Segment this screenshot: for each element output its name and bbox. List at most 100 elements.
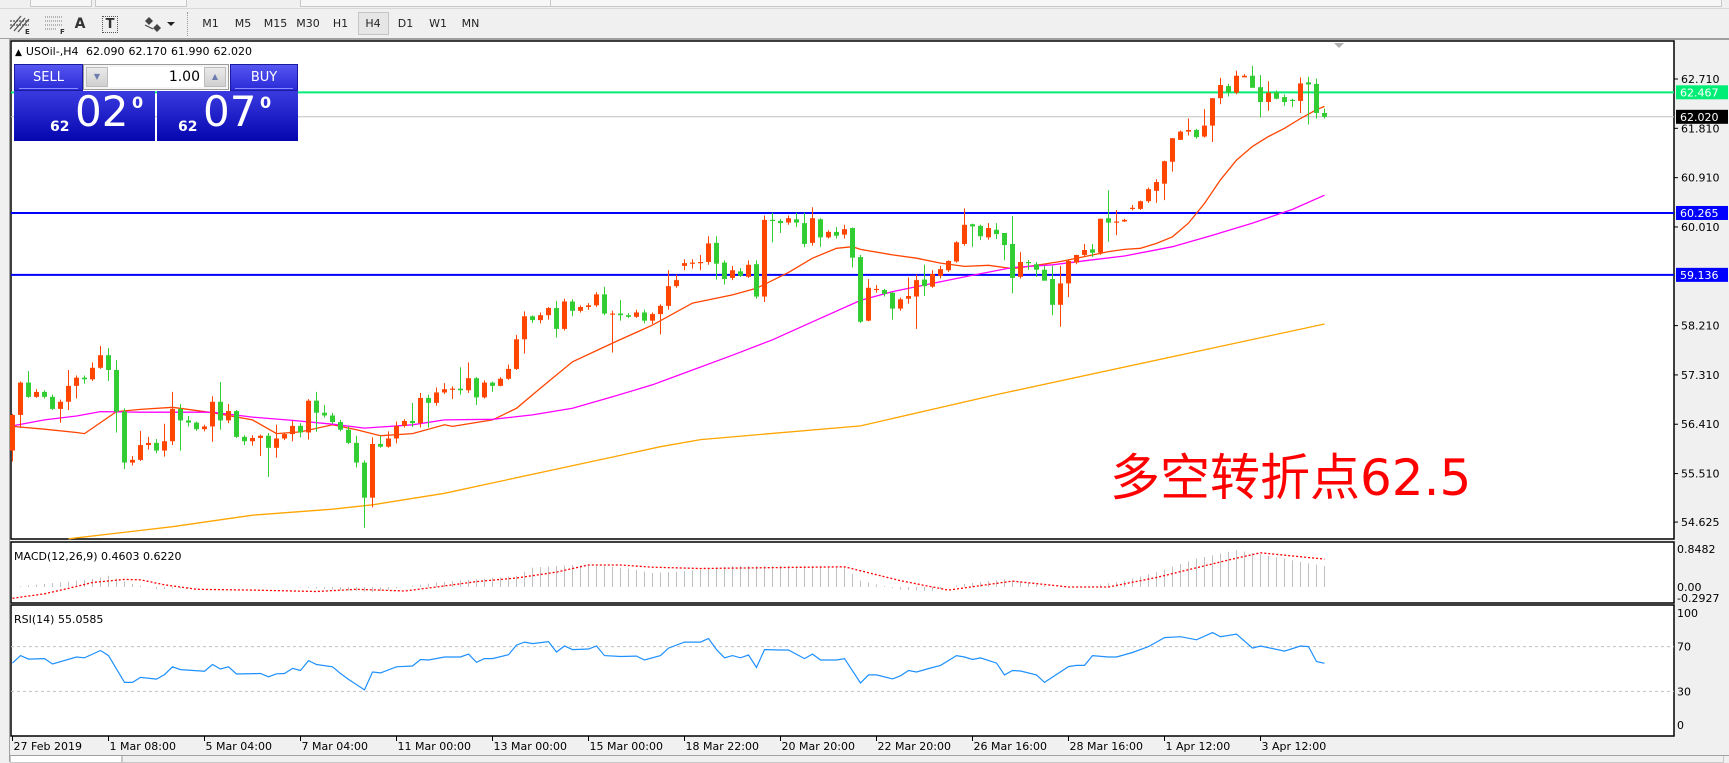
candle-body — [850, 228, 855, 258]
candle — [890, 292, 895, 320]
candle — [538, 312, 543, 324]
lot-size-stepper[interactable]: ▼ 1.00 ▲ — [83, 64, 229, 90]
candle — [410, 402, 415, 427]
buy-price-prefix: 62 — [178, 119, 198, 135]
buy-price-box[interactable]: 62 07 0 — [157, 87, 298, 141]
candle-body — [1034, 264, 1039, 270]
candle-body — [330, 415, 335, 423]
lot-decrease-icon[interactable]: ▼ — [86, 67, 108, 87]
shapes-dropdown-icon[interactable] — [140, 13, 180, 35]
window-tab[interactable] — [95, 0, 187, 7]
time-tick-label: 18 Mar 22:00 — [686, 740, 759, 753]
macd-panel[interactable] — [10, 541, 1675, 604]
candle-body — [450, 388, 455, 390]
timeframe-button-m1[interactable]: M1 — [202, 17, 219, 30]
candle-body — [114, 369, 119, 412]
candle — [858, 254, 863, 323]
candle — [826, 230, 831, 239]
candle-body — [530, 316, 535, 321]
time-tick-label: 28 Mar 16:00 — [1070, 740, 1143, 753]
price-tick-label: 60.910 — [1681, 172, 1720, 185]
candle — [1186, 118, 1191, 136]
candle — [1034, 262, 1039, 277]
candle — [842, 224, 847, 239]
candle-body — [922, 279, 927, 287]
window-tab[interactable] — [30, 0, 92, 7]
candle-body — [1098, 218, 1103, 253]
rsi-panel[interactable] — [10, 604, 1675, 737]
lot-increase-icon[interactable]: ▲ — [204, 67, 226, 87]
fibonacci-expansion-icon[interactable]: E — [6, 13, 36, 35]
candle-body — [306, 400, 311, 433]
candle-body — [938, 269, 943, 276]
window-tab[interactable] — [550, 0, 1722, 7]
timeframe-button-m5[interactable]: M5 — [234, 17, 252, 30]
fibonacci-fan-icon[interactable]: F — [42, 13, 70, 35]
axes: 62.710 61.810 60.910 60.010 58.210 57.310 56.4… — [12, 73, 1728, 753]
chart-annotation-text[interactable]: 多空转折点62.5 — [1110, 449, 1472, 507]
candle-body — [1018, 262, 1023, 277]
candle-body — [514, 339, 519, 369]
candle — [1106, 190, 1111, 242]
candle — [426, 394, 431, 428]
candle — [1146, 187, 1151, 203]
candle — [1018, 252, 1023, 279]
candle-body — [434, 392, 439, 403]
candle — [186, 416, 191, 427]
candle-body — [378, 443, 383, 447]
rsi-tick-label: 100 — [1677, 607, 1698, 620]
candle — [378, 435, 383, 448]
timeframe-button-d1[interactable]: D1 — [397, 17, 414, 30]
candle — [10, 413, 15, 462]
buy-button[interactable]: BUY — [230, 64, 298, 91]
candle-body — [594, 294, 599, 306]
candle-body — [666, 286, 671, 306]
candle — [154, 439, 159, 454]
chart-shift-marker-icon[interactable] — [1334, 43, 1344, 48]
candle — [114, 360, 119, 433]
candle-body — [338, 422, 343, 430]
collapse-triangle-icon[interactable]: ▲ — [15, 48, 22, 58]
price-tick-label: 54.625 — [1681, 516, 1720, 529]
candle — [130, 456, 135, 466]
lot-size-input[interactable]: 1.00 — [108, 67, 204, 87]
timeframe-button-h1[interactable]: H1 — [332, 17, 349, 30]
text-box-icon[interactable]: T — [100, 13, 120, 35]
candle — [682, 259, 687, 271]
candle-body — [234, 411, 239, 437]
time-tick-label: 15 Mar 00:00 — [590, 740, 663, 753]
buy-price-pips: 07 — [203, 87, 257, 136]
rsi-series — [12, 631, 1325, 691]
candle — [714, 236, 719, 280]
sell-button[interactable]: SELL — [14, 64, 83, 91]
candle-body — [474, 378, 479, 398]
chart-header: ▲ USOil-,H4 62.090 62.170 61.990 62.020 — [15, 45, 256, 58]
candle-body — [1298, 83, 1303, 101]
time-tick-label: 11 Mar 00:00 — [398, 740, 471, 753]
candle-body — [394, 425, 399, 439]
timeframe-button-w1[interactable]: W1 — [429, 17, 447, 30]
moving-average-line — [68, 323, 1325, 540]
candle-body — [50, 396, 55, 409]
candle-body — [794, 219, 799, 223]
candle-body — [858, 257, 863, 322]
candle — [1194, 128, 1199, 139]
timeframe-button-m30[interactable]: M30 — [296, 17, 320, 30]
candle-body — [1066, 260, 1071, 284]
timeframe-button-h4[interactable]: H4 — [357, 12, 389, 35]
candle-body — [58, 401, 63, 409]
candle — [754, 260, 759, 299]
sell-price-box[interactable]: 62 02 0 — [14, 87, 155, 141]
candle-body — [226, 411, 231, 421]
timeframe-button-m15[interactable]: M15 — [263, 17, 288, 30]
text-label-icon[interactable]: A — [74, 16, 86, 32]
candle — [362, 460, 367, 528]
candle — [138, 430, 143, 461]
candle-body — [1218, 85, 1223, 99]
candle-body — [74, 377, 79, 386]
candle — [658, 304, 663, 335]
timeframe-button-mn[interactable]: MN — [461, 17, 480, 30]
price-tick-label: 62.710 — [1681, 73, 1720, 86]
one-click-trading-panel: SELL ▼ 1.00 ▲ BUY 62 02 0 62 07 0 — [14, 64, 298, 141]
candle — [466, 362, 471, 394]
